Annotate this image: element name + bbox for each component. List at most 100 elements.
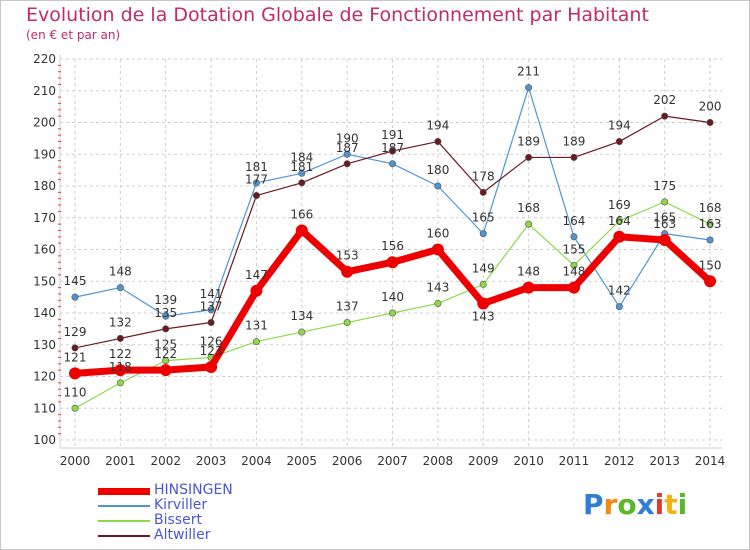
data-label-bissert: 140 — [381, 290, 404, 304]
data-point-hinsingen — [658, 233, 671, 246]
data-label-bissert: 168 — [699, 201, 722, 215]
data-point-altwiller — [252, 192, 260, 200]
data-point-bissert — [389, 309, 397, 317]
data-point-bissert — [661, 198, 669, 206]
data-point-kirviller — [434, 182, 442, 190]
data-label-altwiller: 202 — [653, 93, 676, 107]
data-point-bissert — [434, 299, 442, 307]
x-tick-label: 2000 — [60, 454, 91, 468]
data-label-kirviller: 181 — [245, 160, 268, 174]
y-tick-label: 130 — [33, 338, 56, 352]
data-label-bissert: 134 — [290, 309, 313, 323]
data-label-bissert: 137 — [336, 300, 359, 314]
data-point-hinsingen — [522, 281, 535, 294]
data-label-hinsingen: 123 — [200, 344, 223, 358]
logo-letter: t — [664, 488, 678, 521]
data-label-altwiller: 129 — [64, 325, 87, 339]
data-point-altwiller — [570, 153, 578, 161]
data-label-bissert: 110 — [64, 385, 87, 399]
data-point-altwiller — [71, 344, 79, 352]
grid-layer — [60, 58, 722, 448]
y-tick-label: 120 — [33, 370, 56, 384]
data-point-bissert — [298, 328, 306, 336]
y-tick-label: 210 — [33, 84, 56, 98]
data-point-hinsingen — [477, 297, 490, 310]
data-label-hinsingen: 156 — [381, 239, 404, 253]
data-point-hinsingen — [386, 256, 399, 269]
data-point-altwiller — [116, 334, 124, 342]
data-label-kirviller: 163 — [699, 217, 722, 231]
data-label-hinsingen: 163 — [653, 217, 676, 231]
data-label-altwiller: 135 — [154, 306, 177, 320]
data-label-kirviller: 180 — [426, 163, 449, 177]
data-label-hinsingen: 147 — [245, 268, 268, 282]
data-label-kirviller: 148 — [109, 265, 132, 279]
y-tick-label: 110 — [33, 401, 56, 415]
data-label-hinsingen: 148 — [517, 265, 540, 279]
x-tick-label: 2010 — [513, 454, 544, 468]
y-tick-label: 220 — [33, 52, 56, 66]
data-label-kirviller: 164 — [563, 214, 586, 228]
data-label-altwiller: 191 — [381, 128, 404, 142]
legend-swatch-altwiller — [98, 535, 150, 537]
data-label-bissert: 118 — [109, 360, 132, 374]
data-point-bissert — [343, 319, 351, 327]
data-label-kirviller: 211 — [517, 65, 540, 79]
data-point-bissert — [71, 404, 79, 412]
data-point-kirviller — [298, 169, 306, 177]
data-label-hinsingen: 148 — [563, 265, 586, 279]
data-point-kirviller — [389, 160, 397, 168]
legend-label-hinsingen: HINSINGEN — [154, 482, 233, 498]
data-point-altwiller — [525, 153, 533, 161]
legend-swatch-bissert — [98, 520, 150, 522]
data-label-kirviller: 139 — [154, 293, 177, 307]
data-point-altwiller — [661, 112, 669, 120]
x-tick-label: 2006 — [332, 454, 363, 468]
data-label-altwiller: 200 — [699, 100, 722, 114]
data-label-bissert: 131 — [245, 319, 268, 333]
data-label-altwiller: 181 — [290, 160, 313, 174]
data-point-altwiller — [162, 325, 170, 333]
x-tick-label: 2012 — [604, 454, 635, 468]
data-point-bissert — [162, 357, 170, 365]
data-point-bissert — [479, 280, 487, 288]
y-tick-label: 140 — [33, 306, 56, 320]
series-layer — [69, 84, 717, 412]
data-label-kirviller: 187 — [381, 141, 404, 155]
data-label-bissert: 125 — [154, 338, 177, 352]
y-tick-label: 200 — [33, 116, 56, 130]
legend-item-bissert: Bissert — [98, 512, 298, 528]
axis-layer: 100 110 120 130 140 150 160 170 180 190 200 210 220 2… — [33, 52, 725, 468]
y-tick-label: 150 — [33, 274, 56, 288]
x-tick-label: 2004 — [241, 454, 272, 468]
data-point-kirviller — [479, 230, 487, 238]
legend-item-hinsingen: HINSINGEN — [98, 482, 298, 498]
data-label-bissert: 168 — [517, 201, 540, 215]
data-label-hinsingen: 121 — [64, 350, 87, 364]
data-point-kirviller — [343, 150, 351, 158]
x-tick-label: 2014 — [695, 454, 726, 468]
data-point-kirviller — [71, 293, 79, 301]
data-point-bissert — [525, 220, 533, 228]
data-point-hinsingen — [114, 364, 127, 377]
data-point-hinsingen — [431, 243, 444, 256]
data-label-kirviller: 165 — [472, 211, 495, 225]
x-tick-label: 2001 — [105, 454, 136, 468]
data-label-kirviller: 184 — [290, 150, 313, 164]
y-tick-label: 100 — [33, 433, 56, 447]
legend-item-kirviller: Kirviller — [98, 497, 298, 513]
data-label-altwiller: 189 — [517, 134, 540, 148]
data-label-bissert: 169 — [608, 198, 631, 212]
data-point-kirviller — [706, 236, 714, 244]
data-point-kirviller — [525, 84, 533, 92]
x-tick-label: 2013 — [649, 454, 680, 468]
data-label-kirviller: 141 — [200, 287, 223, 301]
data-label-altwiller: 132 — [109, 315, 132, 329]
data-label-kirviller: 145 — [64, 274, 87, 288]
y-tick-label: 170 — [33, 211, 56, 225]
data-point-hinsingen — [567, 281, 580, 294]
proxiti-logo: Proxiti — [583, 488, 687, 521]
data-label-altwiller: 194 — [426, 119, 449, 133]
data-label-kirviller: 165 — [653, 211, 676, 225]
legend-swatch-kirviller — [98, 505, 150, 507]
